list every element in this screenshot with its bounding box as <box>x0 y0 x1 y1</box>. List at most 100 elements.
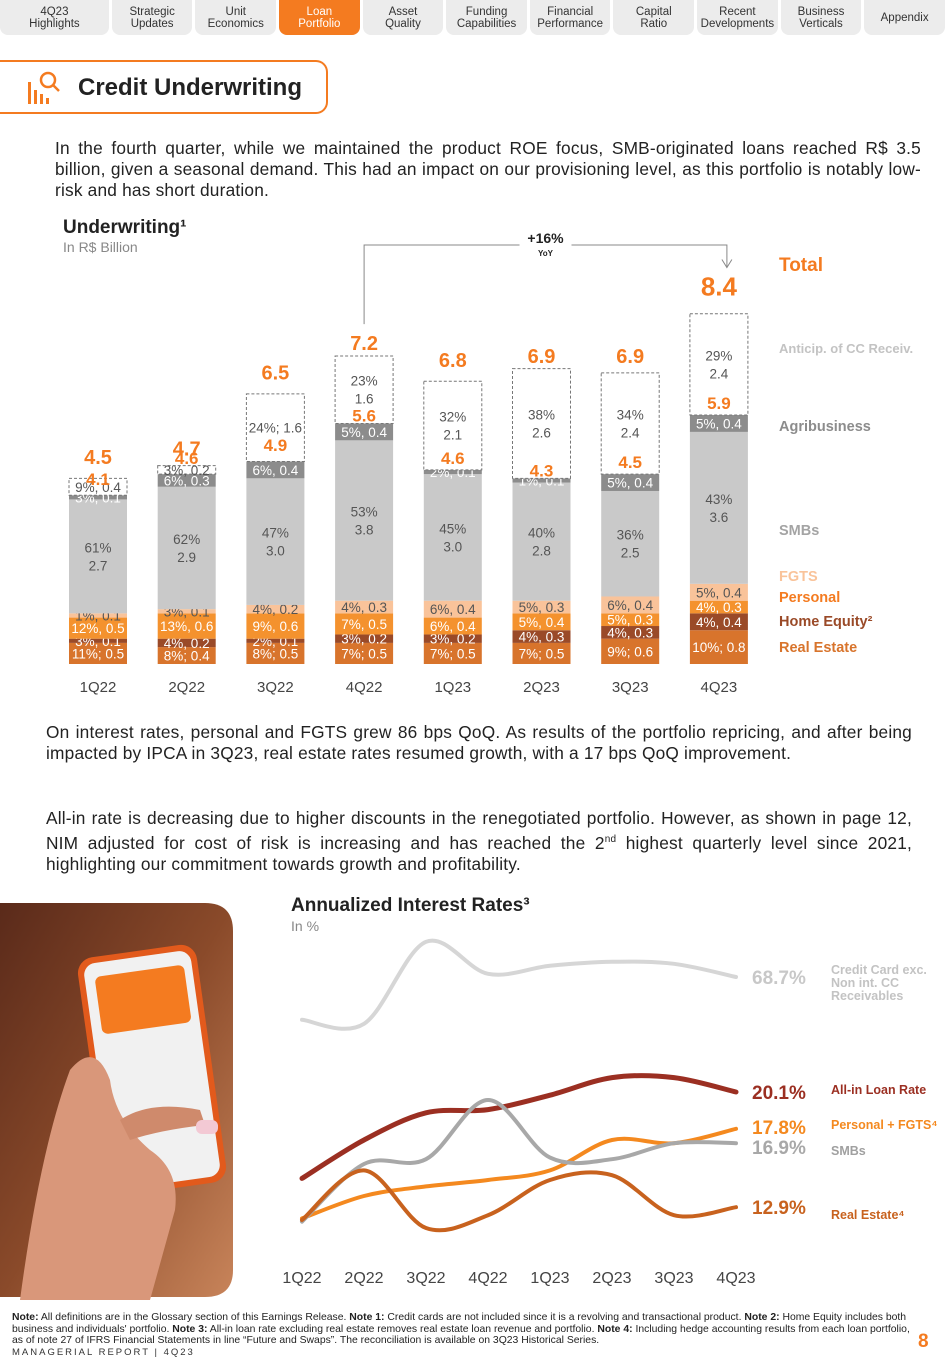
nav-tab-label: Loan Portfolio <box>298 5 341 30</box>
nav-tab-label: Appendix <box>880 11 929 24</box>
data-label: 9%; 0.6 <box>607 644 653 659</box>
annotation-bg <box>519 228 572 258</box>
nav-tab-label: Asset Quality <box>385 5 421 30</box>
data-label: 36% 2.5 <box>617 528 644 561</box>
nav-tab-label: Financial Performance <box>537 5 604 30</box>
nav-tab[interactable]: Strategic Updates <box>111 0 193 35</box>
data-label: 6%, 0.4 <box>253 463 299 478</box>
bar-segment <box>423 617 482 635</box>
x-tick-label: 4Q22 <box>346 679 383 696</box>
data-label: 4%, 0.2 <box>253 602 299 617</box>
total-label: 6.9 <box>616 346 644 368</box>
bar-segment <box>246 461 305 479</box>
nav-tab[interactable]: Financial Performance <box>529 0 611 35</box>
line-series <box>299 1073 739 1181</box>
data-label: 7%; 0.5 <box>430 646 476 661</box>
bar-segment <box>512 613 571 631</box>
x-tick-label: 4Q23 <box>716 1270 755 1287</box>
line-series <box>300 938 738 1031</box>
bar-segment <box>423 380 483 471</box>
legend-entry: Home Equity² <box>779 614 873 630</box>
nav-tab[interactable]: Funding Capabilities <box>446 0 527 35</box>
legend-entry: SMBs <box>831 1144 866 1158</box>
bar-segment <box>423 600 482 618</box>
data-label: 4%, 0.4 <box>696 615 742 630</box>
data-label: 4%, 0.2 <box>164 636 210 651</box>
bar-segment <box>689 313 749 416</box>
data-label: 7%; 0.5 <box>341 646 387 661</box>
bar-segment <box>69 495 127 500</box>
bar-segment <box>335 642 394 664</box>
nav-tab[interactable]: Capital Ratio <box>613 0 695 35</box>
data-label: 11%; 0.5 <box>72 646 124 661</box>
bar-segment <box>601 638 660 664</box>
total-label: 4.5 <box>84 447 112 469</box>
total-label: 4.7 <box>173 439 201 461</box>
annotation: +16% <box>527 230 564 246</box>
intro-text: In the fourth quarter, while we maintain… <box>55 138 921 200</box>
nav-tab-label: Recent Developments <box>700 5 775 30</box>
legend-entry: Personal + FGTS⁴ <box>831 1118 938 1132</box>
data-label: 3%, 0.2 <box>430 632 476 647</box>
bar-segment <box>512 482 571 601</box>
subtotal-label: 4.5 <box>618 453 642 472</box>
chart-subtitle: In R$ Billion <box>63 239 138 255</box>
data-label: 5%, 0.4 <box>607 476 653 491</box>
nav-tab[interactable]: Asset Quality <box>362 0 444 35</box>
bar-segment <box>69 617 127 639</box>
bar-segment <box>601 474 660 491</box>
nav-tab-label: Funding Capabilities <box>456 5 517 30</box>
x-tick-label: 3Q23 <box>654 1270 693 1287</box>
legend-entry: FGTS <box>779 569 818 585</box>
bar-segment <box>512 642 571 664</box>
bar-segment <box>334 355 394 424</box>
bar-segment <box>69 613 127 618</box>
x-tick-label: 4Q22 <box>468 1270 507 1287</box>
data-label: 6%, 0.4 <box>430 619 476 634</box>
x-tick-label: 2Q22 <box>168 679 205 696</box>
legend-entry: Real Estate⁴ <box>831 1208 905 1222</box>
legend-entry: Real Estate <box>779 640 857 656</box>
nav-tab-label: Business Verticals <box>797 5 845 30</box>
data-label: 5%, 0.4 <box>696 585 742 600</box>
note-text: Note 1: <box>349 1312 385 1323</box>
data-label: 47% 3.0 <box>262 526 289 559</box>
nav-tab[interactable]: Recent Developments <box>697 0 778 35</box>
subtotal-label: 5.6 <box>352 407 376 426</box>
data-label: 62% 2.9 <box>173 532 200 565</box>
end-label: 20.1% <box>752 1083 806 1104</box>
bar-segment <box>601 626 660 639</box>
growth-arrow <box>721 259 733 269</box>
total-label: 8.4 <box>701 272 738 302</box>
nav-tab-label: Strategic Updates <box>129 5 175 30</box>
bar-segment <box>335 600 394 614</box>
bar-segment <box>512 600 571 614</box>
paragraph: All-in rate is decreasing due to higher … <box>46 808 912 875</box>
line-series <box>300 1168 738 1233</box>
superscript: nd <box>604 834 617 845</box>
total-label: 6.9 <box>528 346 556 368</box>
legend-entry: SMBs <box>779 523 819 539</box>
x-tick-label: 1Q23 <box>434 679 471 696</box>
bar-segment <box>601 490 660 597</box>
data-label: 9%, 0.6 <box>253 619 299 634</box>
nav-tab[interactable]: 4Q23 Highlights <box>0 0 109 35</box>
nav-tab[interactable]: Loan Portfolio <box>279 0 360 35</box>
bar-segment <box>512 478 571 483</box>
note-text: All definitions are in the Glossary sect… <box>38 1312 350 1323</box>
section-icon <box>28 71 60 104</box>
bar-segment <box>246 613 305 639</box>
data-label: 7%, 0.5 <box>341 617 387 632</box>
note-text: Home Equity includes both business and i… <box>12 1312 907 1335</box>
nav-tab[interactable]: Unit Economics <box>195 0 277 35</box>
nav-tab[interactable]: Business Verticals <box>780 0 862 35</box>
bar-segment <box>246 478 305 605</box>
bar-segment <box>246 604 305 614</box>
bar-segment <box>600 372 660 475</box>
nav-tab[interactable]: Appendix <box>864 0 945 35</box>
bar-segment <box>68 477 128 496</box>
bar-segment <box>157 465 217 475</box>
end-label: 17.8% <box>752 1118 806 1139</box>
legend-entry: Anticip. of CC Receiv. <box>779 341 913 356</box>
